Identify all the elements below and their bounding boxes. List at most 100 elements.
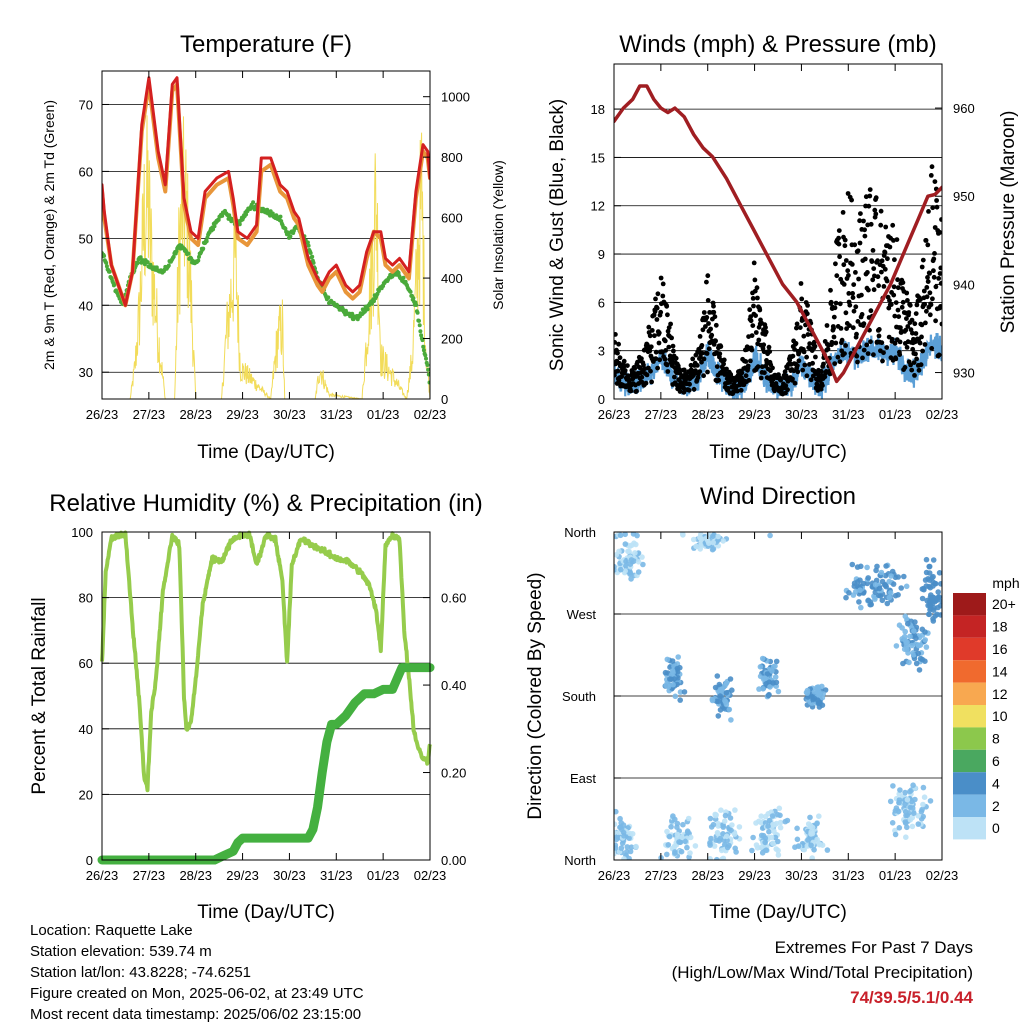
direction-point	[824, 847, 831, 853]
gust-point	[619, 374, 625, 379]
gust-point	[703, 324, 708, 329]
gust-point	[701, 310, 707, 315]
gust-point	[699, 343, 705, 348]
dewpoint-point	[216, 217, 221, 222]
direction-point	[614, 552, 620, 558]
direction-point	[614, 567, 617, 573]
direction-point	[665, 842, 672, 848]
gust-point	[858, 211, 863, 217]
gust-point	[843, 310, 849, 316]
dewpoint-point	[166, 263, 171, 268]
direction-point	[896, 825, 903, 831]
direction-point	[614, 829, 617, 836]
gust-point	[881, 284, 887, 289]
gust-point	[750, 323, 756, 328]
gust-point	[756, 337, 762, 343]
direction-point	[930, 618, 937, 624]
dewpoint-point	[196, 258, 201, 263]
wind-xtick-label: 29/23	[738, 407, 771, 422]
direction-point	[770, 664, 777, 670]
legend-label: 4	[992, 775, 1000, 791]
gust-point	[763, 329, 769, 335]
direction-point	[927, 798, 934, 804]
gust-point	[861, 347, 867, 353]
gust-point	[861, 218, 866, 224]
direction-point	[621, 833, 627, 839]
gust-point	[853, 304, 859, 310]
direction-point	[618, 824, 624, 830]
gust-point	[799, 296, 805, 302]
gust-point	[852, 242, 858, 248]
gust-point	[928, 302, 934, 308]
pressure-series	[614, 84, 942, 384]
direction-point	[720, 855, 727, 860]
direction-point	[627, 830, 633, 837]
direction-point	[614, 821, 618, 827]
direction-point	[632, 550, 638, 556]
wind-xtick-label: 30/23	[785, 407, 818, 422]
direction-point	[731, 831, 738, 837]
direction-point	[873, 567, 879, 574]
gust-point	[879, 269, 884, 275]
direction-point	[939, 598, 942, 605]
direction-point	[736, 824, 743, 830]
gust-point	[841, 262, 847, 268]
direction-ytick-label: West	[567, 607, 597, 622]
direction-point	[926, 563, 933, 570]
gust-point	[699, 359, 704, 365]
direction-point	[628, 844, 635, 850]
gust-point	[671, 348, 676, 354]
direction-point	[767, 532, 773, 539]
direction-point	[622, 568, 628, 574]
wind-ytick-label: 0	[598, 392, 605, 407]
gust-point	[614, 332, 618, 337]
direction-point	[816, 841, 823, 848]
direction-point	[923, 644, 930, 650]
gust-point	[646, 324, 652, 330]
direction-point	[666, 833, 673, 840]
direction-point	[684, 844, 690, 851]
rh-xtick-label: 26/23	[86, 868, 119, 883]
direction-point	[784, 817, 791, 824]
gust-point	[688, 362, 694, 368]
gust-point	[932, 179, 938, 185]
direction-point	[909, 805, 916, 811]
gust-point	[757, 307, 763, 313]
gust-point	[895, 307, 901, 313]
direction-point	[732, 807, 738, 813]
pressure-ytick-right-label: 930	[953, 366, 975, 381]
gust-point	[778, 377, 783, 383]
dewpoint-point	[424, 356, 428, 361]
direction-point	[907, 788, 913, 795]
dewpoint-point	[417, 323, 422, 328]
temp-xtick-label: 26/23	[86, 407, 119, 422]
gust-point	[621, 364, 627, 370]
gust-point	[878, 222, 884, 228]
gust-point	[708, 326, 713, 332]
direction-point	[807, 823, 814, 829]
direction-point	[625, 548, 631, 555]
direction-point	[760, 686, 766, 692]
direction-point	[758, 813, 764, 819]
direction-point	[697, 546, 703, 552]
direction-point	[672, 693, 679, 700]
direction-point	[890, 581, 897, 587]
gust-point	[677, 367, 682, 372]
direction-point	[857, 587, 863, 593]
gust-point	[834, 273, 840, 279]
dewpoint-point	[102, 253, 107, 258]
direction-cluster	[709, 673, 735, 723]
direction-point	[853, 588, 859, 595]
gust-point	[850, 295, 856, 300]
dewpoint-point	[171, 254, 176, 259]
rh-xtick-label: 30/23	[273, 868, 306, 883]
direction-cluster	[843, 561, 910, 611]
gust-point	[851, 308, 857, 314]
gust-point	[614, 372, 617, 378]
direction-point	[710, 539, 716, 546]
direction-point	[614, 836, 620, 843]
direction-point	[893, 643, 900, 649]
gust-point	[754, 285, 760, 291]
direction-point	[669, 668, 676, 674]
direction-point	[682, 838, 688, 845]
